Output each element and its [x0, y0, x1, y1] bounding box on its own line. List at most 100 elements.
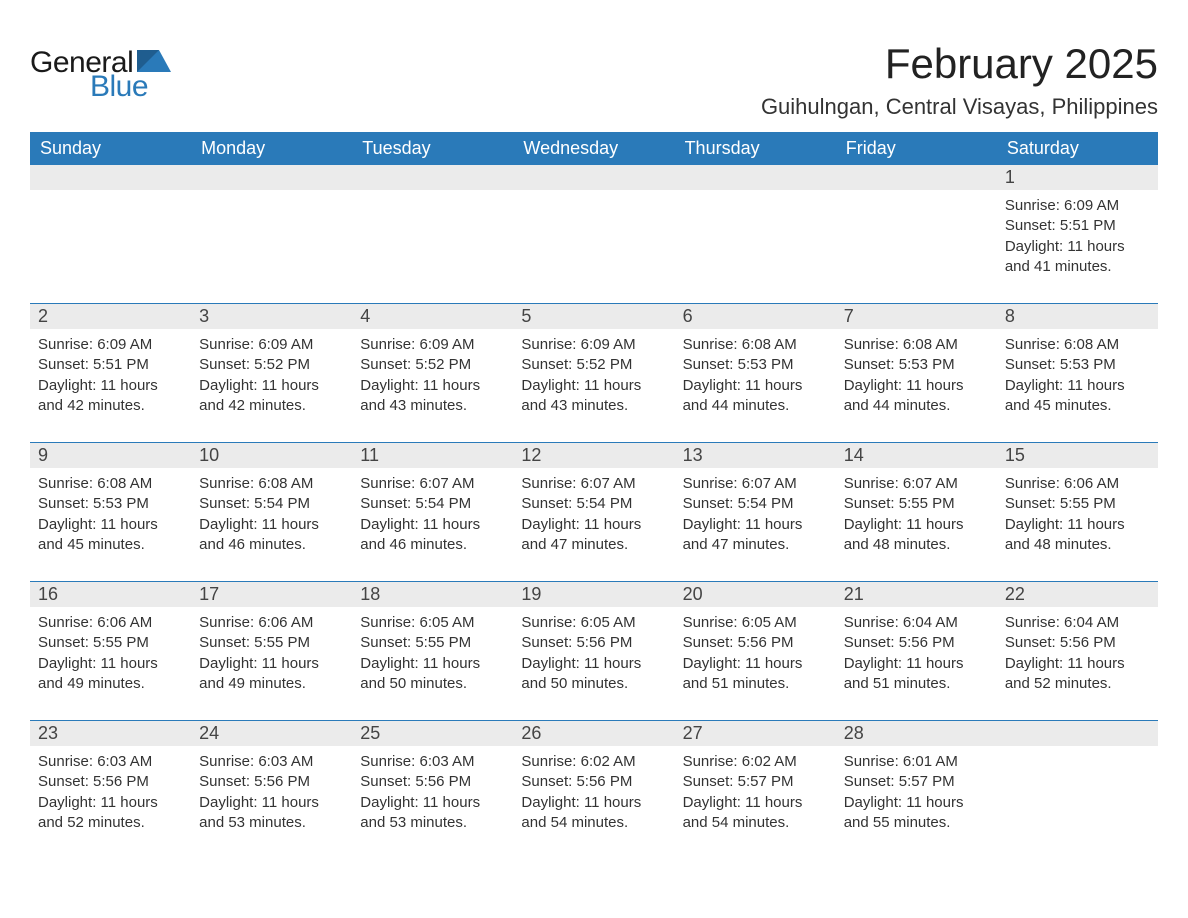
sunrise-line: Sunrise: 6:07 AM — [683, 474, 828, 494]
day-number: 4 — [352, 304, 513, 329]
day-detail: Sunrise: 6:09 AMSunset: 5:52 PMDaylight:… — [513, 329, 674, 443]
sunset-line: Sunset: 5:54 PM — [199, 494, 344, 514]
day-number: 16 — [30, 582, 191, 607]
sunset-line: Sunset: 5:56 PM — [199, 772, 344, 792]
day-number: 12 — [513, 443, 674, 468]
sunset-line: Sunset: 5:54 PM — [360, 494, 505, 514]
day-detail: Sunrise: 6:03 AMSunset: 5:56 PMDaylight:… — [30, 746, 191, 859]
daylight-line: Daylight: 11 hours and 49 minutes. — [199, 654, 344, 695]
day-detail: Sunrise: 6:06 AMSunset: 5:55 PMDaylight:… — [191, 607, 352, 721]
sunset-line: Sunset: 5:51 PM — [1005, 216, 1150, 236]
day-detail: Sunrise: 6:05 AMSunset: 5:55 PMDaylight:… — [352, 607, 513, 721]
daylight-line: Daylight: 11 hours and 45 minutes. — [38, 515, 183, 556]
weekday-header: Thursday — [675, 132, 836, 165]
day-number: 20 — [675, 582, 836, 607]
empty-cell — [997, 721, 1158, 746]
sunset-line: Sunset: 5:55 PM — [1005, 494, 1150, 514]
day-number: 24 — [191, 721, 352, 746]
empty-cell — [191, 165, 352, 190]
day-detail: Sunrise: 6:08 AMSunset: 5:53 PMDaylight:… — [675, 329, 836, 443]
day-number: 19 — [513, 582, 674, 607]
day-number: 2 — [30, 304, 191, 329]
sunrise-line: Sunrise: 6:09 AM — [360, 335, 505, 355]
empty-cell — [836, 165, 997, 190]
day-number: 25 — [352, 721, 513, 746]
sunrise-line: Sunrise: 6:03 AM — [38, 752, 183, 772]
day-detail: Sunrise: 6:05 AMSunset: 5:56 PMDaylight:… — [675, 607, 836, 721]
weekday-header: Monday — [191, 132, 352, 165]
sunrise-line: Sunrise: 6:01 AM — [844, 752, 989, 772]
day-detail: Sunrise: 6:07 AMSunset: 5:54 PMDaylight:… — [675, 468, 836, 582]
empty-cell — [30, 165, 191, 190]
daylight-line: Daylight: 11 hours and 50 minutes. — [521, 654, 666, 695]
sunrise-line: Sunrise: 6:06 AM — [38, 613, 183, 633]
sunrise-line: Sunrise: 6:09 AM — [521, 335, 666, 355]
daylight-line: Daylight: 11 hours and 51 minutes. — [844, 654, 989, 695]
sunrise-line: Sunrise: 6:05 AM — [521, 613, 666, 633]
daylight-line: Daylight: 11 hours and 42 minutes. — [199, 376, 344, 417]
day-number-row: 9101112131415 — [30, 443, 1158, 468]
daylight-line: Daylight: 11 hours and 50 minutes. — [360, 654, 505, 695]
sunset-line: Sunset: 5:55 PM — [38, 633, 183, 653]
sunset-line: Sunset: 5:53 PM — [38, 494, 183, 514]
sunset-line: Sunset: 5:53 PM — [1005, 355, 1150, 375]
day-number: 1 — [997, 165, 1158, 190]
sunset-line: Sunset: 5:52 PM — [360, 355, 505, 375]
daylight-line: Daylight: 11 hours and 54 minutes. — [521, 793, 666, 834]
sunset-line: Sunset: 5:56 PM — [1005, 633, 1150, 653]
sunrise-line: Sunrise: 6:09 AM — [1005, 196, 1150, 216]
location-subtitle: Guihulngan, Central Visayas, Philippines — [761, 94, 1158, 120]
sunrise-line: Sunrise: 6:09 AM — [38, 335, 183, 355]
day-detail: Sunrise: 6:08 AMSunset: 5:54 PMDaylight:… — [191, 468, 352, 582]
day-detail: Sunrise: 6:03 AMSunset: 5:56 PMDaylight:… — [352, 746, 513, 859]
day-detail-row: Sunrise: 6:06 AMSunset: 5:55 PMDaylight:… — [30, 607, 1158, 721]
day-detail: Sunrise: 6:07 AMSunset: 5:55 PMDaylight:… — [836, 468, 997, 582]
sunrise-line: Sunrise: 6:02 AM — [683, 752, 828, 772]
day-detail-row: Sunrise: 6:03 AMSunset: 5:56 PMDaylight:… — [30, 746, 1158, 859]
calendar-grid: Sunday Monday Tuesday Wednesday Thursday… — [30, 132, 1158, 859]
sunrise-line: Sunrise: 6:08 AM — [38, 474, 183, 494]
day-detail: Sunrise: 6:09 AMSunset: 5:52 PMDaylight:… — [191, 329, 352, 443]
day-number: 14 — [836, 443, 997, 468]
empty-cell — [675, 190, 836, 304]
sunrise-line: Sunrise: 6:06 AM — [199, 613, 344, 633]
empty-cell — [836, 190, 997, 304]
weekday-header: Friday — [836, 132, 997, 165]
empty-cell — [352, 165, 513, 190]
daylight-line: Daylight: 11 hours and 42 minutes. — [38, 376, 183, 417]
sunset-line: Sunset: 5:56 PM — [844, 633, 989, 653]
day-detail: Sunrise: 6:01 AMSunset: 5:57 PMDaylight:… — [836, 746, 997, 859]
sunrise-line: Sunrise: 6:05 AM — [360, 613, 505, 633]
day-detail: Sunrise: 6:02 AMSunset: 5:56 PMDaylight:… — [513, 746, 674, 859]
day-number: 10 — [191, 443, 352, 468]
day-number-row: 16171819202122 — [30, 582, 1158, 607]
daylight-line: Daylight: 11 hours and 47 minutes. — [683, 515, 828, 556]
sunrise-line: Sunrise: 6:05 AM — [683, 613, 828, 633]
page-title: February 2025 — [761, 40, 1158, 88]
sunset-line: Sunset: 5:55 PM — [360, 633, 505, 653]
sunrise-line: Sunrise: 6:04 AM — [1005, 613, 1150, 633]
daylight-line: Daylight: 11 hours and 47 minutes. — [521, 515, 666, 556]
daylight-line: Daylight: 11 hours and 48 minutes. — [844, 515, 989, 556]
sunset-line: Sunset: 5:56 PM — [521, 772, 666, 792]
weekday-header: Tuesday — [352, 132, 513, 165]
day-detail: Sunrise: 6:08 AMSunset: 5:53 PMDaylight:… — [997, 329, 1158, 443]
empty-cell — [997, 746, 1158, 859]
day-number: 27 — [675, 721, 836, 746]
sunset-line: Sunset: 5:55 PM — [844, 494, 989, 514]
daylight-line: Daylight: 11 hours and 53 minutes. — [360, 793, 505, 834]
day-detail-row: Sunrise: 6:08 AMSunset: 5:53 PMDaylight:… — [30, 468, 1158, 582]
sunset-line: Sunset: 5:56 PM — [521, 633, 666, 653]
daylight-line: Daylight: 11 hours and 41 minutes. — [1005, 237, 1150, 278]
daylight-line: Daylight: 11 hours and 53 minutes. — [199, 793, 344, 834]
day-detail: Sunrise: 6:03 AMSunset: 5:56 PMDaylight:… — [191, 746, 352, 859]
daylight-line: Daylight: 11 hours and 49 minutes. — [38, 654, 183, 695]
sunset-line: Sunset: 5:56 PM — [683, 633, 828, 653]
day-number: 26 — [513, 721, 674, 746]
sunset-line: Sunset: 5:53 PM — [844, 355, 989, 375]
day-detail: Sunrise: 6:04 AMSunset: 5:56 PMDaylight:… — [997, 607, 1158, 721]
day-number: 9 — [30, 443, 191, 468]
day-detail: Sunrise: 6:07 AMSunset: 5:54 PMDaylight:… — [513, 468, 674, 582]
sunset-line: Sunset: 5:56 PM — [360, 772, 505, 792]
sunrise-line: Sunrise: 6:08 AM — [199, 474, 344, 494]
